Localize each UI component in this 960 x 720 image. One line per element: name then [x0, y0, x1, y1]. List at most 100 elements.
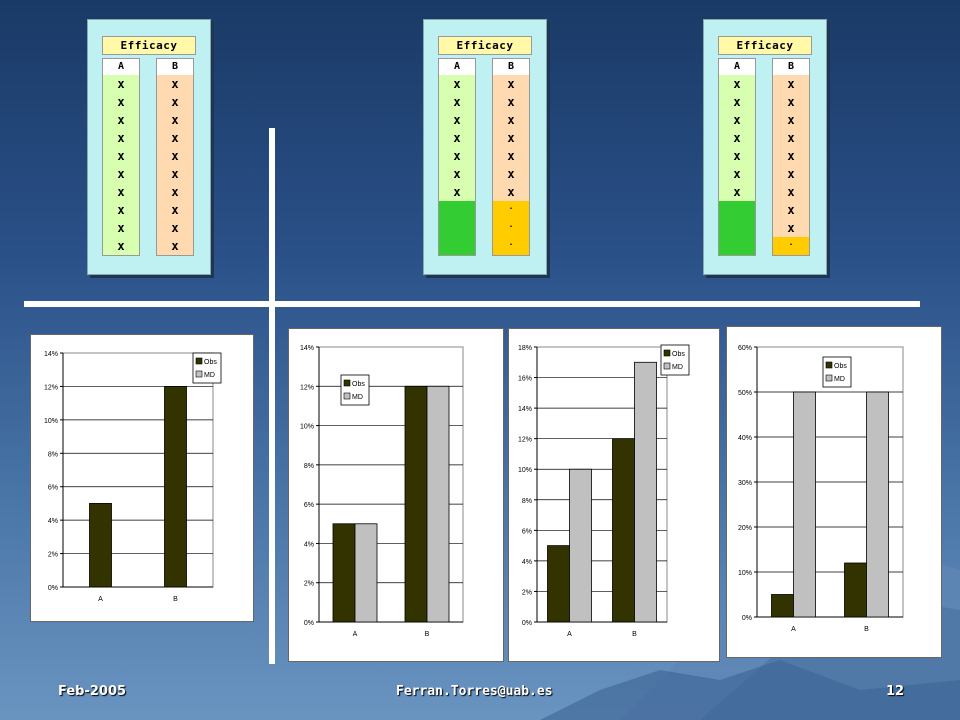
- bar-chart-3: 0% 2% 4% 6% 8% 10% 12% 14% 16% 18% A B Obs MD: [508, 328, 720, 662]
- filler-dot: .: [508, 238, 514, 247]
- chart-svg: 0% 2% 4% 6% 8% 10% 12% 14% 16% 18% A B Obs MD: [518, 344, 690, 638]
- column-header: B: [493, 59, 529, 75]
- footer-date: Feb-2005: [58, 684, 127, 699]
- table-title: Efficacy: [102, 36, 196, 55]
- mark-cell: x: [103, 129, 139, 147]
- bar-obs-a: [771, 594, 794, 618]
- mark-cell: x: [719, 165, 755, 183]
- mark-cell: x: [773, 147, 809, 165]
- mark-cell: x: [719, 129, 755, 147]
- mark-cell: x: [719, 147, 755, 165]
- bar-obs-b: [164, 386, 187, 588]
- column-header: A: [719, 59, 755, 75]
- mark-cell: x: [439, 111, 475, 129]
- x-tick-label: B: [864, 626, 869, 633]
- y-tick-label: 10%: [300, 424, 314, 431]
- filled-block: .: [773, 237, 809, 255]
- legend-swatch: [343, 392, 351, 400]
- filler-dot: .: [508, 202, 514, 211]
- y-tick-label: 4%: [522, 559, 532, 566]
- y-tick-label: 2%: [304, 581, 314, 588]
- mark-cell: x: [103, 75, 139, 93]
- y-tick-label: 60%: [738, 345, 752, 352]
- mark-cell: x: [157, 147, 193, 165]
- mark-cell: x: [157, 111, 193, 129]
- y-tick-label: 0%: [48, 585, 58, 592]
- y-tick-label: 12%: [518, 437, 532, 444]
- legend-swatch: [195, 370, 203, 378]
- y-tick-label: 8%: [48, 451, 58, 458]
- bar-obs-b: [612, 438, 635, 623]
- column-header: A: [439, 59, 475, 75]
- y-tick-label: 0%: [304, 620, 314, 627]
- legend-swatch: [663, 362, 671, 370]
- mark-cell: x: [493, 75, 529, 93]
- y-tick-label: 10%: [44, 418, 58, 425]
- x-tick-label: A: [567, 631, 572, 638]
- bar-md-b: [634, 361, 657, 623]
- mark-cell: x: [719, 183, 755, 201]
- vertical-divider: [269, 128, 275, 664]
- y-tick-label: 8%: [522, 498, 532, 505]
- x-tick-label: B: [173, 596, 178, 603]
- bar-obs-a: [547, 545, 570, 623]
- mark-cell: x: [493, 147, 529, 165]
- bar-obs-a: [89, 503, 112, 588]
- y-tick-label: 6%: [522, 528, 532, 535]
- filler-dot: .: [788, 238, 794, 247]
- y-tick-label: 2%: [522, 589, 532, 596]
- bar-chart-1: 0% 2% 4% 6% 8% 10% 12% 14% A B Obs MD: [30, 334, 254, 622]
- mark-cell: x: [773, 183, 809, 201]
- mark-cell: x: [719, 111, 755, 129]
- slide-number: 12: [886, 684, 905, 699]
- bar-md-b: [866, 391, 889, 618]
- y-tick-label: 10%: [518, 467, 532, 474]
- chart-svg: 0% 2% 4% 6% 8% 10% 12% 14% A B Obs MD: [300, 345, 464, 638]
- mark-cell: x: [103, 93, 139, 111]
- legend-swatch: [195, 357, 203, 365]
- mark-cell: x: [103, 183, 139, 201]
- x-tick-label: B: [632, 631, 637, 638]
- y-tick-label: 30%: [738, 480, 752, 487]
- legend-label: MD: [672, 364, 683, 371]
- table-title: Efficacy: [438, 36, 532, 55]
- mark-cell: x: [157, 237, 193, 255]
- y-tick-label: 18%: [518, 345, 532, 352]
- mark-cell: x: [439, 147, 475, 165]
- mark-cell: x: [493, 129, 529, 147]
- y-tick-label: 12%: [44, 384, 58, 391]
- filler-dot: .: [508, 220, 514, 229]
- x-tick-label: A: [98, 596, 103, 603]
- mark-cell: x: [439, 183, 475, 201]
- bar-chart-2: 0% 2% 4% 6% 8% 10% 12% 14% A B Obs MD: [288, 328, 504, 662]
- x-tick-label: A: [353, 631, 358, 638]
- y-tick-label: 14%: [44, 351, 58, 358]
- mark-cell: x: [157, 93, 193, 111]
- legend-label: Obs: [352, 381, 365, 388]
- mark-cell: x: [157, 219, 193, 237]
- y-tick-label: 10%: [738, 570, 752, 577]
- y-tick-label: 16%: [518, 376, 532, 383]
- horizontal-divider: [24, 301, 920, 307]
- y-tick-label: 6%: [48, 485, 58, 492]
- legend-swatch: [663, 349, 671, 357]
- column-header: A: [103, 59, 139, 75]
- mark-cell: x: [157, 201, 193, 219]
- y-tick-label: 12%: [300, 384, 314, 391]
- mark-cell: x: [773, 165, 809, 183]
- legend-label: Obs: [672, 351, 685, 358]
- mark-cell: x: [157, 183, 193, 201]
- mark-cell: x: [103, 147, 139, 165]
- mark-cell: x: [773, 75, 809, 93]
- legend-label: MD: [834, 376, 845, 383]
- mark-cell: x: [439, 75, 475, 93]
- y-tick-label: 4%: [48, 518, 58, 525]
- x-tick-label: B: [425, 631, 430, 638]
- column-header: B: [157, 59, 193, 75]
